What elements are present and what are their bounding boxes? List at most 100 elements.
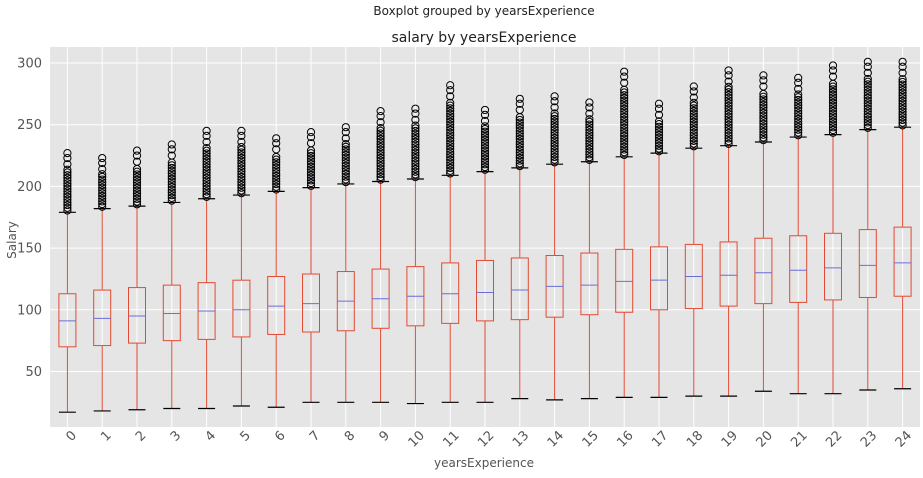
x-tick-label: 9 (377, 428, 393, 444)
outlier-point (689, 123, 698, 132)
box-iqr (441, 262, 460, 324)
outlier-point (411, 151, 420, 160)
outlier-point (63, 149, 72, 158)
outlier-point (585, 136, 594, 145)
outlier-point (237, 126, 246, 135)
outlier-point (272, 177, 281, 186)
outlier-point (863, 120, 872, 130)
box-iqr (510, 257, 529, 321)
x-tick-label: 6 (272, 428, 288, 444)
outlier-point (376, 107, 385, 116)
outlier-point (446, 109, 455, 118)
outlier-point (411, 135, 420, 144)
outlier-point (446, 86, 455, 95)
x-tick-label: 14 (545, 428, 567, 450)
outlier-point (132, 186, 142, 195)
outlier-point (272, 160, 281, 170)
outlier-point (306, 149, 316, 158)
outlier-point (654, 136, 664, 145)
outlier-point (794, 112, 803, 121)
outlier-point (898, 121, 907, 130)
outlier-point (550, 136, 559, 145)
box-iqr (650, 246, 668, 311)
x-tick-label: 24 (893, 428, 915, 450)
outlier-point (306, 154, 316, 163)
outlier-point (759, 125, 768, 134)
outlier-point (202, 190, 211, 199)
outlier-point (794, 120, 803, 129)
outlier-point (376, 118, 385, 127)
y-tick-label: 200 (17, 180, 42, 195)
outlier-point (620, 96, 629, 105)
outlier-point (585, 142, 594, 151)
outlier-point (63, 195, 72, 204)
outlier-point (550, 97, 559, 106)
outlier-point (550, 114, 559, 124)
outlier-point (620, 123, 629, 132)
outlier-point (63, 200, 72, 210)
outlier-point (828, 79, 838, 88)
outlier-point (515, 118, 524, 127)
outlier-point (202, 157, 211, 166)
outlier-point (446, 117, 455, 126)
outlier-point (237, 148, 246, 157)
outlier-point (759, 98, 768, 107)
outlier-point (167, 174, 176, 183)
outlier-point (202, 131, 211, 140)
outlier-point (446, 123, 455, 132)
y-tick-label: 50 (25, 365, 42, 380)
outlier-point (167, 185, 176, 194)
outlier-point (794, 84, 803, 94)
outlier-point (724, 112, 733, 121)
outlier-point (376, 148, 385, 157)
x-tick-label: 7 (307, 428, 323, 444)
outlier-point (654, 120, 664, 129)
outlier-point (724, 126, 733, 135)
outlier-point (202, 146, 211, 155)
x-tick-label: 10 (406, 428, 428, 450)
outlier-point (237, 183, 246, 192)
outlier-point (828, 109, 838, 118)
outlier-point (202, 154, 211, 164)
outlier-point (794, 128, 803, 137)
outlier-point (759, 114, 768, 123)
outlier-point (654, 133, 664, 142)
outlier-point (132, 189, 142, 198)
outlier-point (411, 145, 420, 155)
outlier-point (376, 126, 385, 135)
outlier-point (828, 120, 838, 129)
outlier-point (724, 99, 733, 108)
outlier-point (794, 117, 803, 126)
outlier-point (620, 118, 629, 127)
outlier-point (794, 106, 803, 115)
outlier-point (724, 71, 733, 80)
box-iqr (719, 241, 738, 307)
outlier-point (863, 99, 872, 108)
outlier-point (341, 164, 350, 173)
outlier-point (689, 125, 698, 135)
outlier-point (480, 110, 490, 119)
outlier-point (863, 57, 872, 66)
outlier-point (446, 120, 455, 129)
outlier-point (620, 107, 629, 116)
outlier-point (132, 197, 142, 206)
box-iqr (824, 232, 842, 301)
outlier-point (132, 167, 142, 176)
outlier-point (550, 103, 559, 112)
outlier-point (515, 159, 524, 168)
y-tick-label: 250 (17, 118, 42, 133)
outlier-point (411, 109, 420, 118)
outlier-point (411, 162, 420, 171)
outlier-point (828, 106, 838, 116)
outlier-point (63, 153, 72, 163)
outlier-point (828, 128, 838, 137)
outlier-point (759, 122, 768, 131)
outlier-point (515, 151, 524, 160)
x-tick-label: 4 (203, 428, 219, 444)
outlier-point (411, 129, 420, 138)
outlier-point (237, 142, 246, 152)
outlier-point (132, 151, 142, 160)
outlier-point (550, 147, 559, 156)
outlier-point (376, 142, 385, 152)
y-axis-label: Salary (5, 221, 19, 259)
